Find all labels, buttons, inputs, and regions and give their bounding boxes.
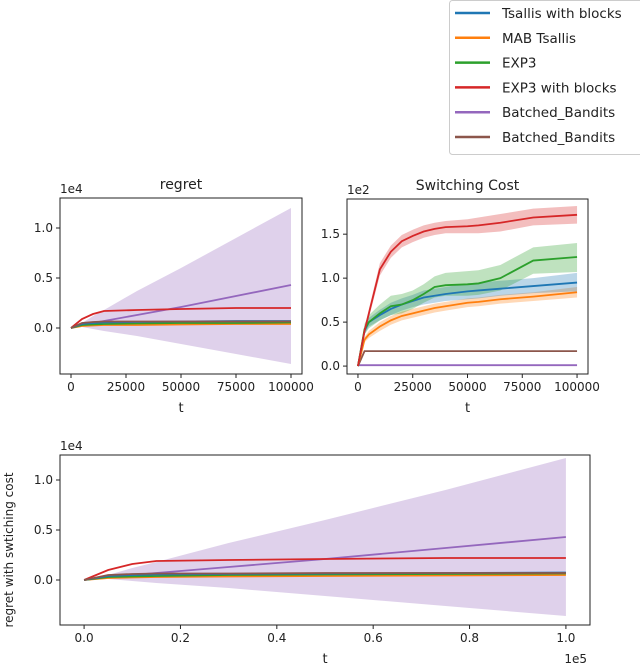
confidence-band — [84, 458, 566, 616]
x-tick-label: 0.4 — [267, 631, 286, 645]
chart-title: regret — [160, 177, 203, 193]
y-tick-label: 1.0 — [34, 473, 53, 487]
y-tick-label: 0.5 — [34, 271, 53, 285]
series-line — [357, 291, 578, 367]
x-tick-label: 25000 — [394, 380, 432, 394]
confidence-band — [357, 206, 578, 367]
x-tick-label: 0 — [354, 380, 362, 394]
y-tick-label: 0.0 — [34, 321, 53, 335]
x-tick-label: 100000 — [554, 380, 600, 394]
x-tick-label: 0.8 — [460, 631, 479, 645]
series-line — [357, 256, 578, 367]
x-offset-label: 1e5 — [564, 652, 587, 666]
confidence-band — [357, 242, 578, 367]
y-offset-label: 1e4 — [60, 182, 83, 196]
series-line — [357, 350, 578, 367]
legend-label: MAB Tsallis — [502, 31, 576, 47]
confidence-band — [357, 272, 578, 367]
series-line — [70, 320, 291, 329]
x-axis-label: t — [465, 401, 470, 416]
series-line — [83, 572, 566, 581]
y-offset-label: 1e4 — [60, 439, 83, 453]
series-line — [70, 323, 291, 329]
confidence-band — [71, 208, 291, 364]
legend-label: Batched_Bandits — [502, 130, 615, 146]
x-tick-label: 75000 — [503, 380, 541, 394]
subplot-1: 0 25000 50000 75000 100000 0.0 0.5 1.0 1.5 Switch… — [321, 178, 600, 416]
y-tick-label: 0.0 — [34, 573, 53, 587]
x-tick-label: 0.6 — [364, 631, 383, 645]
x-axis-label: t — [322, 652, 327, 667]
x-axis-label: t — [178, 401, 183, 416]
y-tick-label: 0.5 — [321, 315, 340, 329]
y-tick-label: 1.5 — [321, 227, 340, 241]
series-line — [357, 213, 578, 367]
y-tick-label: 0.0 — [321, 359, 340, 373]
legend-label: EXP3 with blocks — [502, 80, 617, 96]
plot-area — [83, 458, 566, 616]
y-tick-label: 1.0 — [321, 271, 340, 285]
y-offset-label: 1e2 — [347, 183, 370, 197]
x-tick-label: 100000 — [268, 380, 314, 394]
x-tick-label: 50000 — [448, 380, 486, 394]
y-tick-label: 1.0 — [34, 221, 53, 235]
legend-label: EXP3 — [502, 56, 537, 72]
legend-frame — [449, 0, 640, 155]
axes-frame — [59, 454, 591, 626]
series-line — [70, 321, 292, 329]
subplot-0: 0 25000 50000 75000 100000 0.0 0.5 1.0 regret 1e4… — [34, 177, 314, 416]
series-line — [70, 307, 291, 329]
x-tick-label: 1.0 — [556, 631, 575, 645]
legend-label: Tsallis with blocks — [501, 6, 622, 22]
plot-area — [70, 208, 292, 364]
subplot-2: 0.0 0.2 0.4 0.6 0.8 1.0 0.0 0.5 1.0 1e4 1e5 t regret… — [2, 439, 591, 667]
series-line — [84, 574, 566, 581]
x-tick-label: 0.0 — [75, 631, 94, 645]
legend-label: Batched_Bandits — [502, 105, 615, 121]
chart-title: Switching Cost — [416, 178, 520, 194]
x-tick-label: 25000 — [107, 380, 145, 394]
x-tick-label: 75000 — [217, 380, 255, 394]
plot-area — [357, 206, 578, 367]
legend: Tsallis with blocks MAB Tsallis EXP3 EXP3 w… — [449, 0, 640, 155]
y-axis-label: regret with swtiching cost — [2, 472, 16, 627]
series-line — [83, 572, 566, 581]
series-line — [83, 557, 566, 581]
x-tick-label: 0 — [67, 380, 75, 394]
x-tick-label: 50000 — [162, 380, 200, 394]
x-tick-label: 0.2 — [171, 631, 190, 645]
y-tick-label: 0.5 — [34, 523, 53, 537]
